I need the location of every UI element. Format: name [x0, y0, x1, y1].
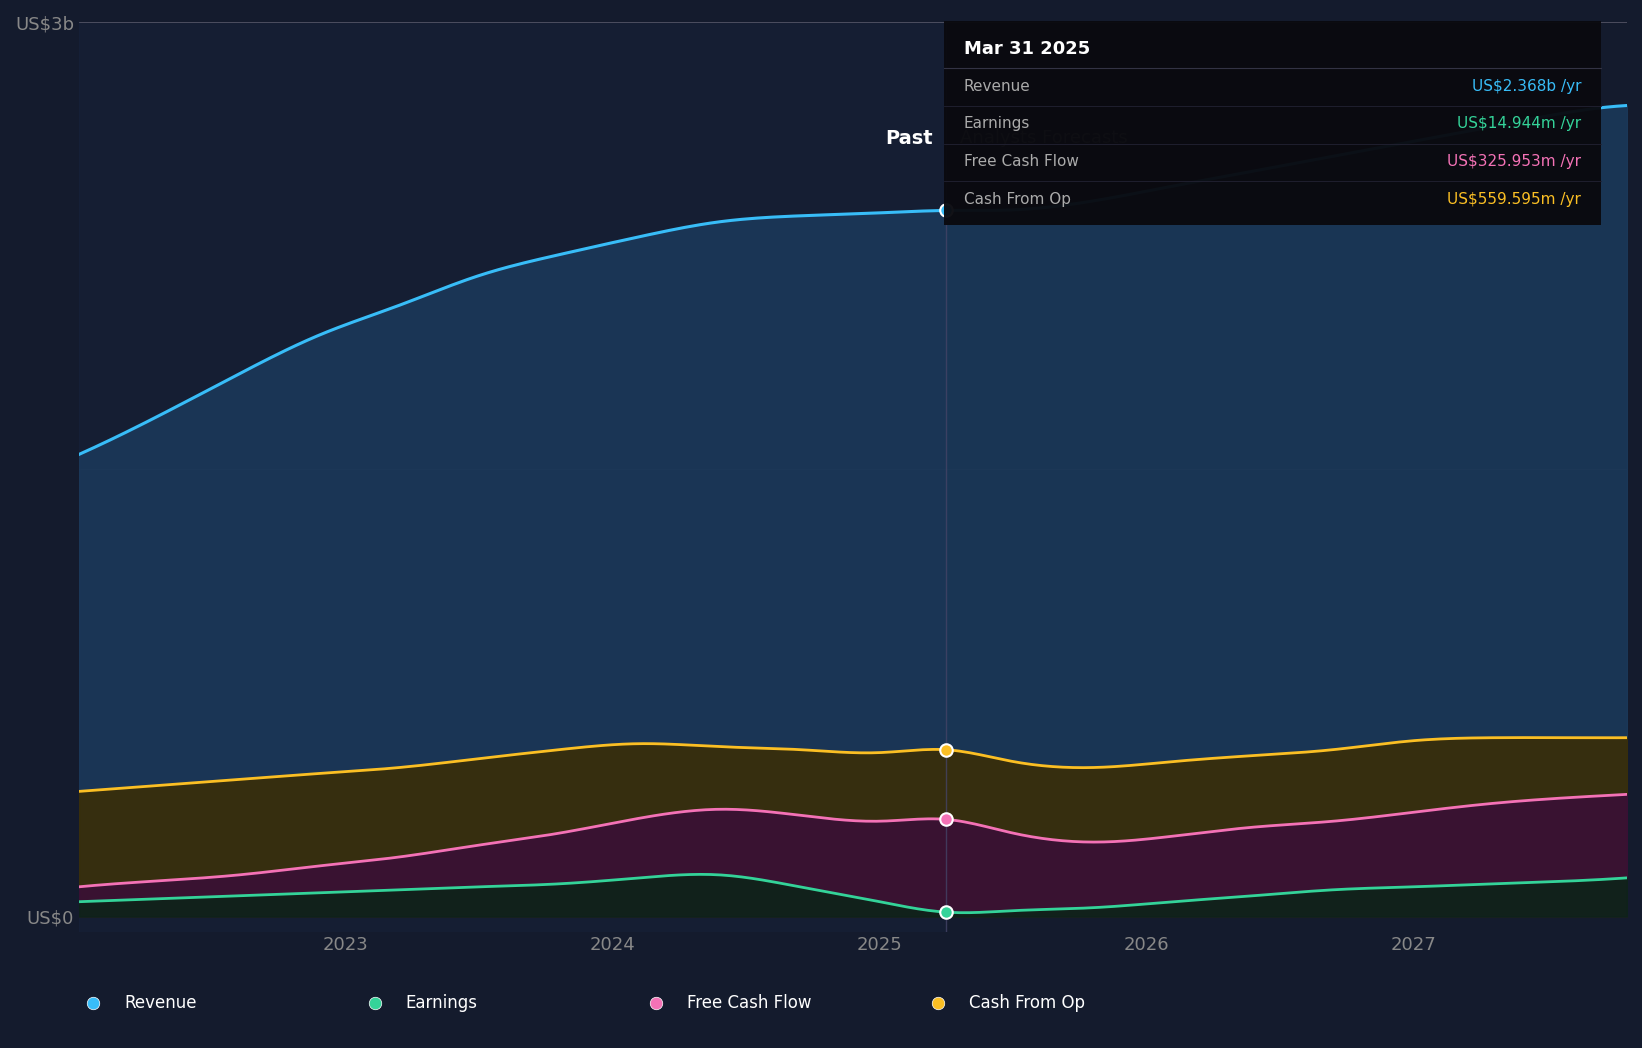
- Text: US$14.944m /yr: US$14.944m /yr: [1456, 116, 1581, 131]
- Text: Free Cash Flow: Free Cash Flow: [688, 995, 811, 1012]
- Text: Cash From Op: Cash From Op: [969, 995, 1085, 1012]
- Text: US$2.368b /yr: US$2.368b /yr: [1471, 79, 1581, 93]
- FancyBboxPatch shape: [944, 21, 1601, 225]
- Text: Cash From Op: Cash From Op: [964, 192, 1071, 206]
- Text: Mar 31 2025: Mar 31 2025: [964, 40, 1090, 58]
- Text: Earnings: Earnings: [964, 116, 1030, 131]
- Text: Past: Past: [885, 129, 933, 149]
- Text: Earnings: Earnings: [406, 995, 478, 1012]
- Text: US$325.953m /yr: US$325.953m /yr: [1447, 154, 1581, 169]
- Bar: [79, 22, 946, 932]
- Text: Free Cash Flow: Free Cash Flow: [964, 154, 1079, 169]
- Text: Revenue: Revenue: [964, 79, 1031, 93]
- Text: Analysts Forecasts: Analysts Forecasts: [961, 129, 1128, 148]
- Text: US$559.595m /yr: US$559.595m /yr: [1447, 192, 1581, 206]
- Text: Revenue: Revenue: [125, 995, 197, 1012]
